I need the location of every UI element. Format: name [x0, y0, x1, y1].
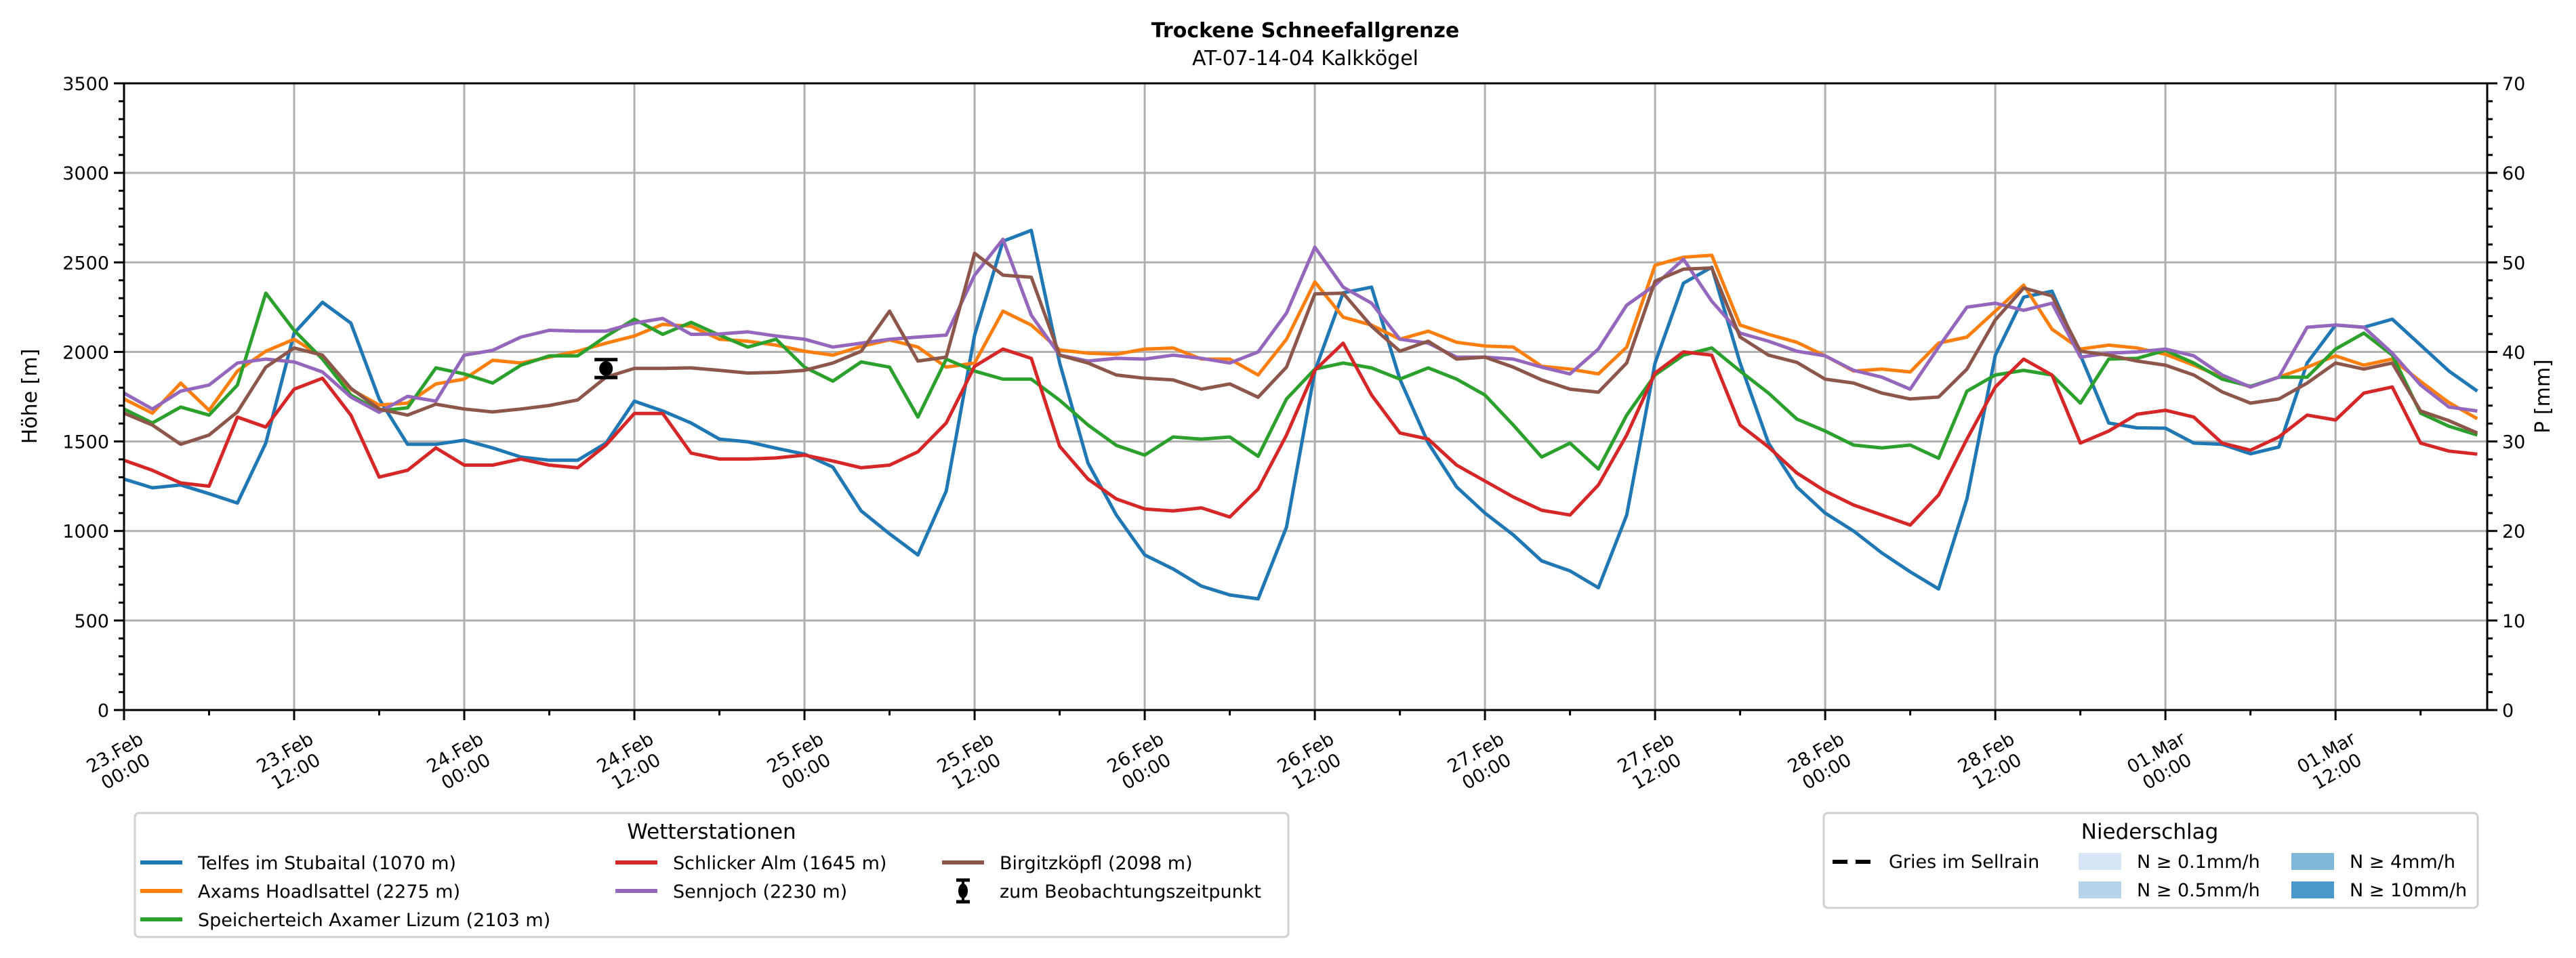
series-line-4: [123, 341, 2478, 527]
y-tick-label: 3500: [62, 74, 109, 95]
legend-swatch-icon: [2079, 853, 2121, 870]
series-line-6: [123, 251, 2478, 446]
legend-swatch-icon: [2291, 881, 2334, 898]
legend-precip-item: N ≥ 0.5mm/h: [2079, 880, 2260, 901]
legend-precip-label: N ≥ 4mm/h: [2350, 852, 2455, 873]
legend-precip-item: N ≥ 0.1mm/h: [2079, 852, 2260, 873]
y-tick-label: 3000: [62, 163, 109, 184]
legend-label: Birgitzköpfl (2098 m): [1000, 853, 1193, 874]
y-right-tick-label: 20: [2502, 522, 2525, 543]
legend-stations-title: Wetterstationen: [627, 820, 796, 844]
legend-label: zum Beobachtungszeitpunkt: [1000, 881, 1261, 902]
y-tick-label: 2000: [62, 342, 109, 363]
y-axis-right: 0 10 20 30 40 50 60 70: [2487, 74, 2525, 722]
y-tick-label: 2500: [62, 253, 109, 274]
y-axis-label: Höhe [m]: [18, 349, 42, 444]
observation-point: [599, 361, 613, 377]
legend-item: Axams Hoadlsattel (2275 m): [140, 881, 460, 902]
legend-label: Schlicker Alm (1645 m): [673, 853, 886, 874]
legend-item: Speicherteich Axamer Lizum (2103 m): [140, 910, 550, 931]
gridlines: [124, 83, 2487, 710]
y-right-tick-label: 30: [2502, 432, 2525, 453]
legend-precip-label: N ≥ 0.1mm/h: [2137, 852, 2260, 873]
legend-stations-frame: [134, 812, 1290, 938]
legend-item: Sennjoch (2230 m): [615, 881, 847, 902]
legend-precip: Niederschlag Gries im Sellrain N ≥ 0.1mm…: [1822, 812, 2479, 909]
legend-label: Speicherteich Axamer Lizum (2103 m): [198, 910, 550, 931]
y-tick-label: 1000: [62, 522, 109, 543]
legend-swatch-icon: [2291, 853, 2334, 870]
series-lines: [123, 228, 2478, 601]
y-right-tick-label: 10: [2502, 611, 2525, 632]
legend-precip-label: N ≥ 10mm/h: [2350, 880, 2467, 901]
series-line-2: [123, 253, 2478, 421]
y-right-tick-label: 70: [2502, 74, 2525, 95]
y-right-tick-label: 60: [2502, 163, 2525, 184]
y-right-tick-label: 50: [2502, 253, 2525, 274]
chart-title: Trockene Schneefallgrenze: [1151, 19, 1459, 43]
y-tick-label: 500: [74, 611, 109, 632]
series-line-3: [123, 291, 2478, 471]
legend-label: Sennjoch (2230 m): [673, 881, 847, 902]
legend-precip-item: N ≥ 4mm/h: [2291, 852, 2455, 873]
plot-frame: [123, 82, 2489, 711]
legend-precip-line-label: Gries im Sellrain: [1889, 852, 2039, 873]
legend-point-icon: [958, 883, 968, 898]
legend-precip-title: Niederschlag: [2081, 820, 2219, 844]
y-tick-label: 1500: [62, 432, 109, 453]
legend-stations: Wetterstationen Telfes im Stubaital (107…: [134, 812, 1290, 938]
legend-item: zum Beobachtungszeitpunkt: [956, 878, 1261, 904]
y-tick-label: 0: [98, 701, 109, 722]
legend-stations-items: Telfes im Stubaital (1070 m) Axams Hoadls…: [140, 853, 1261, 931]
series-line-1: [123, 228, 2478, 601]
observation-marker: [594, 358, 618, 379]
legend-label: Telfes im Stubaital (1070 m): [197, 853, 456, 874]
legend-precip-bins: N ≥ 0.1mm/h N ≥ 0.5mm/h N ≥ 4mm/h N ≥ 10mm/…: [2079, 852, 2467, 901]
legend-item: Telfes im Stubaital (1070 m): [140, 853, 456, 874]
legend-precip-label: N ≥ 0.5mm/h: [2137, 880, 2260, 901]
series-line-5: [123, 237, 2478, 414]
legend-swatch-icon: [2079, 881, 2121, 898]
y-axis-right-label: P [mm]: [2531, 359, 2555, 433]
legend-precip-item: N ≥ 10mm/h: [2291, 880, 2467, 901]
legend-item: Birgitzköpfl (2098 m): [942, 853, 1193, 874]
y-right-tick-label: 0: [2502, 701, 2514, 722]
y-axis-left: 0 500 1000 1500 2000 2500 3000 3500: [62, 74, 124, 722]
legend-label: Axams Hoadlsattel (2275 m): [198, 881, 460, 902]
chart-subtitle: AT-07-14-04 Kalkkögel: [1192, 47, 1418, 70]
y-right-tick-label: 40: [2502, 342, 2525, 363]
legend-item: Schlicker Alm (1645 m): [615, 853, 886, 874]
